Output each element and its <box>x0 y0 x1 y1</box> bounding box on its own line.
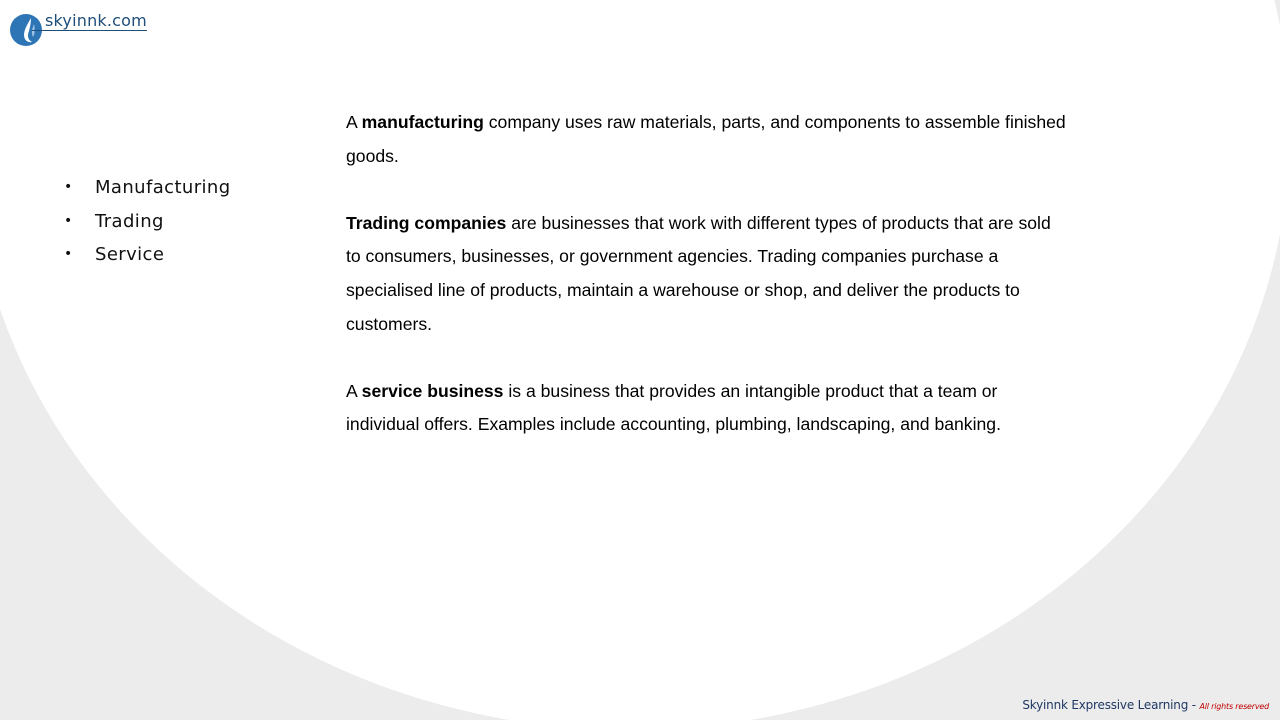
bullet-marker: • <box>64 212 73 229</box>
service-lead: A <box>346 380 362 401</box>
list-item: • Trading <box>64 205 231 239</box>
manufacturing-lead: A <box>346 112 362 132</box>
bullet-marker: • <box>64 179 73 195</box>
topic-list: • Manufacturing • Trading • Service <box>64 171 231 272</box>
trading-text: are businesses that work with different … <box>346 212 1051 334</box>
list-item: • Service <box>64 238 231 272</box>
manufacturing-term: manufacturing <box>361 112 484 132</box>
service-term: service business <box>361 380 504 401</box>
footer-text: Skyinnk Expressive Learning - <box>1022 698 1200 712</box>
service-text: is a business that provides an intangibl… <box>346 380 1001 435</box>
list-item-label: Trading <box>95 210 164 232</box>
manufacturing-paragraph: A manufacturing company uses raw materia… <box>346 106 1066 173</box>
list-item: • Manufacturing <box>64 171 231 205</box>
manufacturing-text: company uses raw materials, parts, and c… <box>346 112 1066 166</box>
list-item-label: Manufacturing <box>95 177 231 198</box>
logo-text: skyinnk.com <box>45 11 147 30</box>
bullet-marker: • <box>64 246 73 262</box>
logo[interactable]: skyinnk.com <box>10 10 160 50</box>
trading-term: Trading companies <box>346 212 507 233</box>
service-paragraph: A service business is a business that pr… <box>346 375 1066 442</box>
footer: Skyinnk Expressive Learning - All rights… <box>1022 694 1269 713</box>
footer-rights: All rights reserved <box>1199 702 1270 711</box>
trading-paragraph: Trading companies are businesses that wo… <box>346 207 1066 341</box>
background-band <box>0 0 1070 120</box>
list-item-label: Service <box>95 244 165 265</box>
water-drop-icon <box>10 14 42 46</box>
definitions: A manufacturing company uses raw materia… <box>346 106 1066 476</box>
logo-underline <box>32 30 147 31</box>
